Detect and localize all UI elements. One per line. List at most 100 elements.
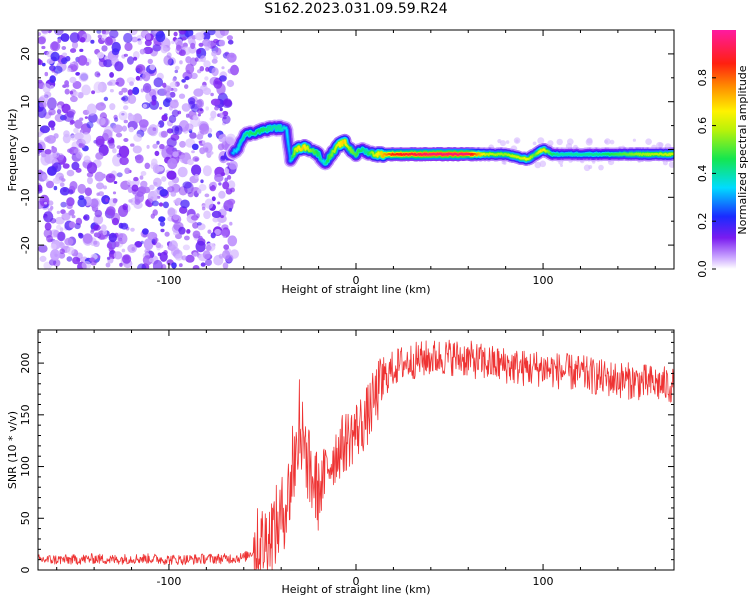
noise-blob (86, 121, 94, 129)
noise-blob (139, 175, 144, 180)
noise-blob (197, 113, 201, 117)
colorbar-tick-label: 0.4 (696, 165, 709, 183)
noise-blob (153, 177, 162, 187)
noise-blob (121, 248, 126, 253)
noise-blob (93, 224, 101, 231)
noise-blob (93, 81, 103, 94)
noise-blob (68, 189, 74, 195)
noise-blob (131, 184, 139, 192)
noise-blob (95, 152, 104, 160)
noise-blob (182, 181, 192, 189)
noise-blob (187, 159, 194, 166)
noise-blob (122, 95, 129, 102)
noise-blob (126, 179, 132, 185)
noise-blob (184, 84, 189, 89)
noise-blob (158, 202, 164, 207)
noise-blob (128, 126, 135, 133)
noise-blob (87, 176, 93, 185)
noise-blob (109, 30, 119, 39)
noise-blob (662, 160, 668, 166)
noise-blob (140, 180, 148, 188)
noise-blob (116, 172, 123, 178)
noise-blob (61, 212, 71, 221)
noise-blob (202, 38, 211, 47)
noise-blob (217, 143, 225, 151)
noise-blob (115, 81, 119, 85)
noise-blob (220, 172, 226, 177)
noise-blob (140, 171, 147, 176)
noise-blob (135, 75, 141, 81)
noise-blob (226, 35, 233, 41)
noise-blob (41, 45, 46, 50)
noise-blob (47, 97, 57, 110)
noise-blob (214, 106, 219, 111)
colorbar-tick-label: 0.2 (696, 212, 709, 230)
noise-blob (214, 173, 224, 183)
noise-blob (96, 182, 104, 190)
noise-blob (113, 181, 118, 184)
noise-blob (69, 90, 74, 95)
noise-blob (83, 214, 90, 221)
noise-blob (106, 242, 113, 249)
noise-blob (192, 221, 199, 229)
noise-blob (203, 87, 212, 96)
noise-blob (227, 39, 234, 45)
noise-blob (191, 150, 195, 154)
noise-blob (159, 251, 168, 262)
noise-blob (85, 61, 90, 66)
noise-blob (539, 160, 547, 168)
noise-blob (150, 196, 154, 200)
noise-blob (609, 139, 615, 145)
noise-blob (121, 87, 128, 93)
page-title: S162.2023.031.09.59.R24 (264, 1, 448, 17)
noise-blob (221, 66, 225, 70)
noise-blob (70, 95, 78, 103)
noise-blob (137, 263, 147, 269)
colorbar-tick-label: 0.8 (696, 69, 709, 87)
noise-blob (132, 145, 142, 154)
noise-blob (151, 95, 157, 102)
noise-blob (205, 106, 209, 111)
noise-blob (192, 115, 198, 121)
noise-blob (59, 248, 65, 255)
noise-blob (180, 199, 190, 209)
noise-blob (113, 251, 123, 260)
noise-blob (179, 140, 186, 148)
noise-blob (167, 180, 175, 187)
noise-blob (142, 103, 148, 109)
noise-blob (117, 233, 128, 245)
noise-blob (112, 198, 118, 204)
noise-blob (133, 56, 138, 61)
noise-blob (93, 214, 104, 225)
noise-blob (56, 210, 61, 215)
noise-blob (230, 187, 235, 193)
noise-blob (58, 176, 64, 181)
noise-blob (167, 207, 176, 218)
noise-blob (515, 139, 519, 143)
noise-blob (170, 191, 177, 197)
y-tick-label: 10 (19, 95, 32, 109)
noise-blob (196, 133, 204, 140)
noise-blob (108, 232, 118, 243)
y-tick-label: -20 (19, 236, 32, 254)
noise-blob (204, 198, 214, 209)
noise-blob (178, 30, 187, 35)
noise-blob (51, 146, 58, 154)
noise-blob (109, 103, 116, 111)
noise-blob (118, 110, 128, 121)
colorbar-ticks: 0.0 0.2 0.4 0.6 0.8 (696, 69, 716, 278)
noise-blob (66, 246, 75, 255)
noise-blob (65, 84, 70, 88)
noise-blob (168, 240, 178, 251)
noise-blob (190, 42, 196, 50)
noise-blob (83, 155, 91, 163)
noise-blob (166, 94, 171, 99)
noise-blob (178, 93, 186, 99)
spectrogram-y-axis-label: Frequency (Hz) (6, 109, 19, 192)
noise-blob (172, 87, 178, 92)
noise-blob (179, 154, 188, 164)
noise-blob (200, 55, 206, 63)
noise-blob (114, 61, 124, 72)
noise-blob (38, 244, 48, 253)
